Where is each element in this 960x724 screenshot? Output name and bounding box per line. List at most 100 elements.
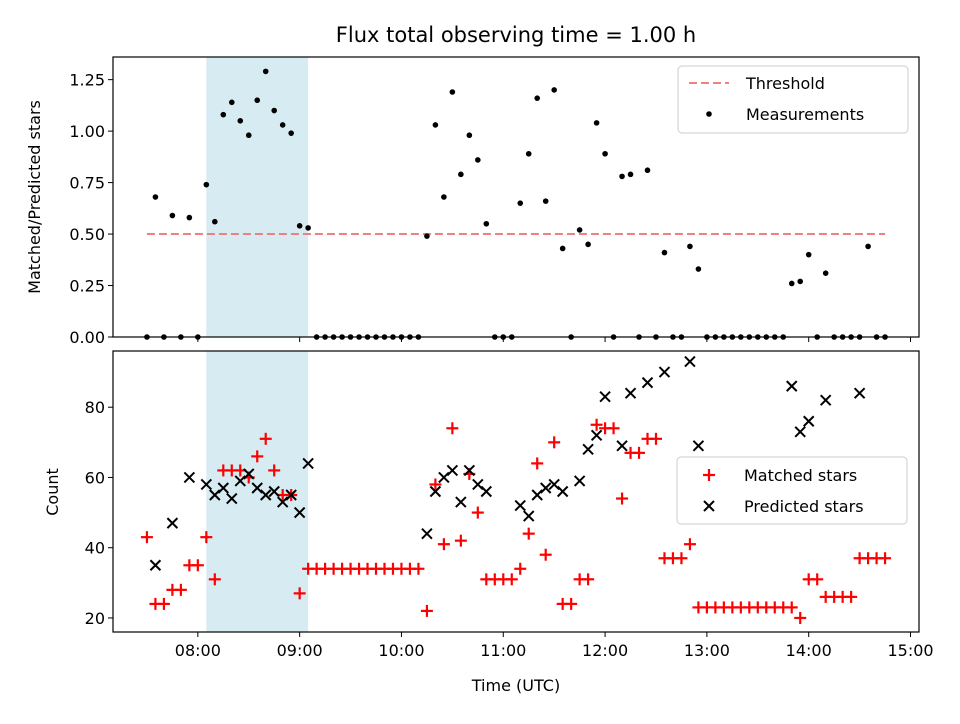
- matched-star-point: [157, 597, 170, 610]
- bottom-y-axis-label: Count: [43, 468, 62, 516]
- predicted-star-point: [599, 390, 611, 403]
- predicted-star-point: [260, 489, 272, 501]
- measurement-point: [228, 99, 235, 106]
- predicted-star-point: [802, 415, 815, 427]
- top-y-tick-label: 1.25: [69, 71, 105, 90]
- x-tick-label: 14:00: [786, 641, 832, 660]
- predicted-star-point: [523, 510, 535, 522]
- predicted-star-point: [149, 559, 162, 571]
- matched-star-point: [437, 538, 450, 551]
- x-tick-label: 13:00: [684, 641, 730, 660]
- matched-star-point: [811, 573, 824, 586]
- predicted-star-point: [590, 429, 603, 442]
- measurement-point: [661, 249, 668, 256]
- predicted-star-point: [514, 499, 526, 512]
- bottom-axes-frame: [112, 350, 920, 633]
- predicted-star-point: [556, 485, 569, 498]
- measurement-point: [517, 200, 524, 206]
- measurement-point: [296, 223, 303, 229]
- measurement-point: [695, 266, 702, 272]
- predicted-star-point: [268, 485, 280, 498]
- matched-star-point: [429, 478, 442, 491]
- legend-measurements-label: Measurements: [746, 105, 864, 124]
- predicted-star-point: [438, 471, 450, 484]
- chart-title: Flux total observing time = 1.00 h: [336, 23, 696, 47]
- matched-star-point: [845, 590, 858, 603]
- predicted-star-point: [209, 489, 221, 501]
- legend-matched-label: Matched stars: [744, 466, 857, 485]
- measurement-point: [797, 278, 804, 285]
- predicted-star-point: [217, 482, 230, 494]
- bottom-y-tick-label: 60: [85, 468, 105, 487]
- measurement-point: [279, 122, 286, 128]
- measurement-point: [245, 132, 252, 139]
- matched-star-point: [565, 597, 578, 610]
- measurement-point: [534, 95, 541, 101]
- measurement-point: [619, 173, 625, 180]
- measurement-point: [212, 218, 218, 225]
- measurement-point: [602, 150, 608, 157]
- matched-star-point: [539, 548, 552, 561]
- predicted-star-point: [302, 457, 314, 470]
- measurement-point: [525, 150, 532, 157]
- x-tick-label: 10:00: [378, 641, 424, 660]
- measurement-point: [152, 194, 159, 200]
- measurement-point: [542, 198, 549, 204]
- x-tick-label: 15:00: [887, 641, 933, 660]
- top-y-tick-label: 1.00: [69, 122, 105, 141]
- x-tick-label: 09:00: [277, 641, 323, 660]
- measurement-point: [822, 270, 829, 276]
- predicted-star-point: [455, 496, 467, 508]
- predicted-star-point: [293, 506, 306, 519]
- predicted-star-point: [429, 485, 442, 498]
- predicted-star-point: [582, 443, 594, 456]
- star-count-panel: 20 40 60 80 08:00 09:00 10:00 11:00 12:00 13:00 14…: [43, 350, 934, 695]
- matched-star-point: [548, 436, 561, 449]
- measurement-point: [424, 233, 430, 239]
- matched-star-point: [174, 583, 187, 596]
- measurement-point: [805, 251, 812, 258]
- bottom-legend-box: [676, 456, 908, 525]
- predicted-star-point: [234, 475, 246, 487]
- matched-star-point: [505, 573, 518, 586]
- predicted-star-point: [531, 489, 543, 501]
- legend-threshold-label: Threshold: [745, 74, 825, 93]
- measurement-point: [593, 120, 600, 126]
- predicted-star-point: [658, 366, 671, 378]
- matched-star-point: [259, 432, 272, 445]
- matched-star-point: [251, 450, 264, 463]
- top-y-tick-label: 0.25: [69, 277, 105, 296]
- measurement-point: [576, 227, 583, 233]
- measurement-point: [220, 111, 227, 118]
- predicted-star-point: [480, 485, 493, 498]
- matched-star-point: [649, 432, 662, 445]
- bottom-y-tick-label: 80: [85, 398, 105, 417]
- matched-star-point: [293, 587, 306, 600]
- matched-star-point: [616, 492, 629, 505]
- bottom-highlight-span: [206, 351, 309, 632]
- matched-star-point: [607, 422, 620, 435]
- matched-star-point: [785, 601, 798, 614]
- bottom-legend: Matched stars Predicted stars: [676, 456, 908, 525]
- matched-star-point: [471, 506, 484, 519]
- bottom-y-tick-label: 20: [85, 609, 105, 628]
- matched-star-point: [522, 527, 535, 540]
- measurement-point: [475, 157, 481, 163]
- predicted-star-point: [421, 527, 433, 540]
- matched-star-point: [420, 604, 433, 617]
- predicted-star-point: [166, 517, 179, 529]
- predicted-star-point: [684, 355, 696, 368]
- measurement-point: [203, 181, 210, 188]
- matched-star-point: [683, 538, 696, 551]
- matched-star-point: [191, 559, 204, 572]
- measurement-point: [254, 97, 261, 104]
- x-axis-label: Time (UTC): [471, 676, 560, 695]
- matched-star-point: [200, 531, 213, 544]
- matched-star-point: [633, 446, 646, 459]
- predicted-star-point: [819, 394, 832, 406]
- measurement-point: [585, 241, 591, 248]
- x-tick-label: 11:00: [480, 641, 526, 660]
- matched-star-point: [412, 562, 425, 575]
- top-y-tick-label: 0.50: [69, 225, 105, 244]
- measurement-point: [644, 167, 651, 174]
